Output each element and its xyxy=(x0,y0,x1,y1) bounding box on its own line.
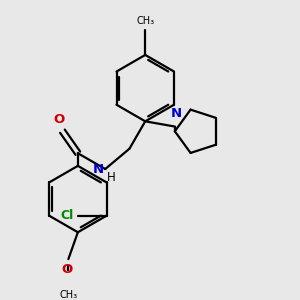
Text: O: O xyxy=(53,113,64,127)
Text: CH₃: CH₃ xyxy=(59,290,77,300)
Text: CH₃: CH₃ xyxy=(136,16,154,26)
Text: N: N xyxy=(171,107,182,120)
Text: O: O xyxy=(61,263,72,276)
Text: Cl: Cl xyxy=(60,209,74,222)
Text: N: N xyxy=(92,163,104,176)
Text: H: H xyxy=(106,171,115,184)
